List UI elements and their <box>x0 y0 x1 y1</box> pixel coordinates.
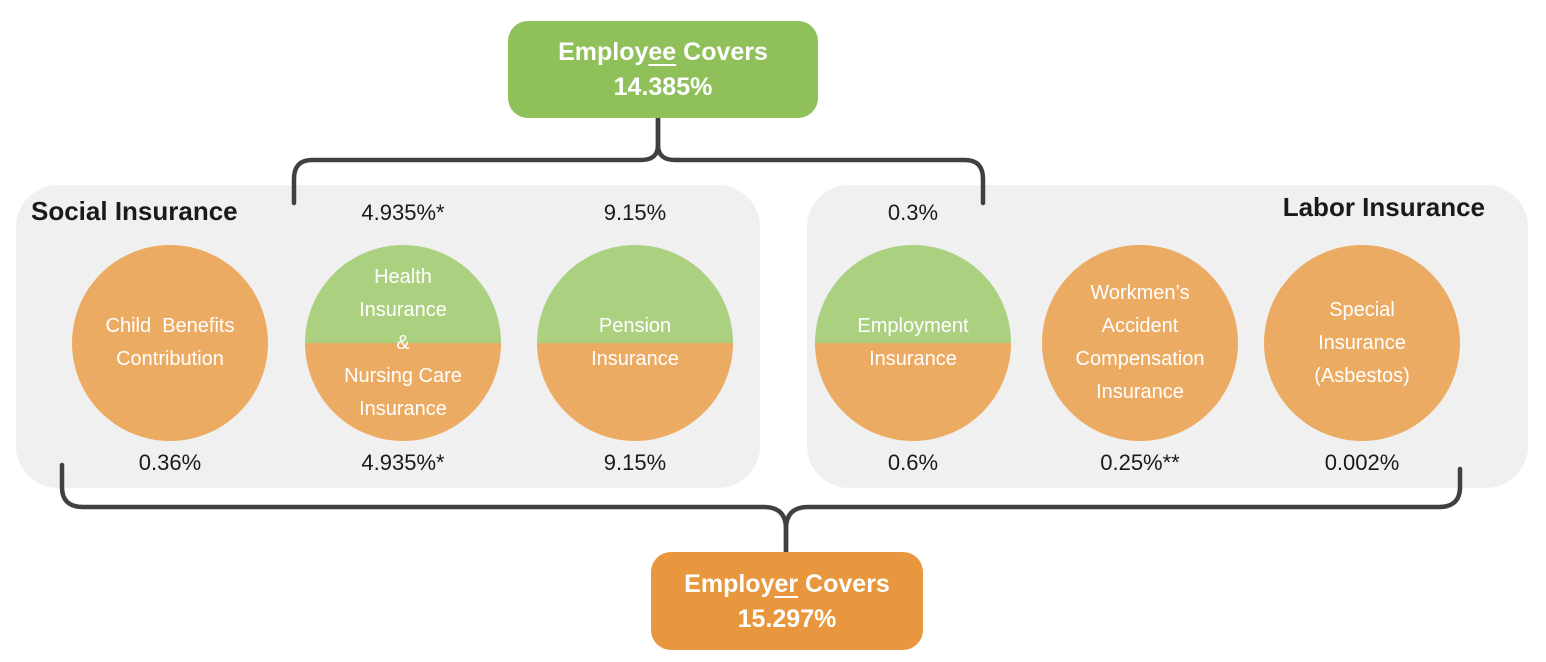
circle-label: Pension Insurance <box>591 315 679 370</box>
employee-covers-value: 14.385% <box>613 73 713 101</box>
health-nursing-circle: Health Insurance & Nursing Care Insuranc… <box>305 245 501 441</box>
pension-circle: Pension Insurance <box>537 245 733 441</box>
child-benefits-circle: Child Benefits Contribution <box>72 245 268 441</box>
employer-rate-label: 9.15% <box>603 450 667 475</box>
employer-covers-box: Employer Covers 15.297% <box>651 552 923 650</box>
workmens-accident-item: Workmen’s Accident Compensation Insuranc… <box>1042 196 1238 488</box>
employment-insurance-item: 0.3% Employment Insurance 0.6% <box>815 196 1011 488</box>
employee-rate-label: 0.3% <box>887 200 939 225</box>
pension-item: 9.15% Pension Insurance 9.15% <box>537 196 733 488</box>
employer-covers-value: 15.297% <box>737 604 837 633</box>
employer-rate-label: 0.36% <box>138 450 202 475</box>
employment-insurance-circle: Employment Insurance <box>815 245 1011 441</box>
labor-insurance-title: Labor Insurance <box>1282 192 1485 222</box>
circle-label: Special Insurance (Asbestos) <box>1314 298 1410 387</box>
special-asbestos-circle: Special Insurance (Asbestos) <box>1264 245 1460 441</box>
employee-rate-label: 9.15% <box>603 200 667 225</box>
circle-label: Employment Insurance <box>857 315 969 370</box>
employee-rate-label: 4.935%* <box>361 200 445 225</box>
health-nursing-item: 4.935%* Health Insurance & Nursing Care … <box>305 196 501 488</box>
employer-rate-label: 0.6% <box>887 450 939 475</box>
employer-rate-label: 0.002% <box>1324 450 1400 475</box>
circle-label: Child Benefits Contribution <box>105 315 235 370</box>
employee-covers-box: Employee Covers 14.385% <box>508 21 818 118</box>
employer-covers-label: Employer Covers <box>684 569 890 598</box>
circle-label: Health Insurance & Nursing Care Insuranc… <box>344 265 462 420</box>
workmens-accident-circle: Workmen’s Accident Compensation Insuranc… <box>1042 245 1238 441</box>
employer-rate-label: 4.935%* <box>361 450 445 475</box>
child-benefits-item: Child Benefits Contribution 0.36% <box>72 196 268 488</box>
social-insurance-title: Social Insurance <box>31 196 238 226</box>
special-asbestos-item: Special Insurance (Asbestos) 0.002% <box>1264 196 1460 488</box>
circle-label: Workmen’s Accident Compensation Insuranc… <box>1075 282 1205 403</box>
employer-rate-label: 0.25%** <box>1100 450 1180 475</box>
employee-covers-label: Employee Covers <box>558 38 768 66</box>
